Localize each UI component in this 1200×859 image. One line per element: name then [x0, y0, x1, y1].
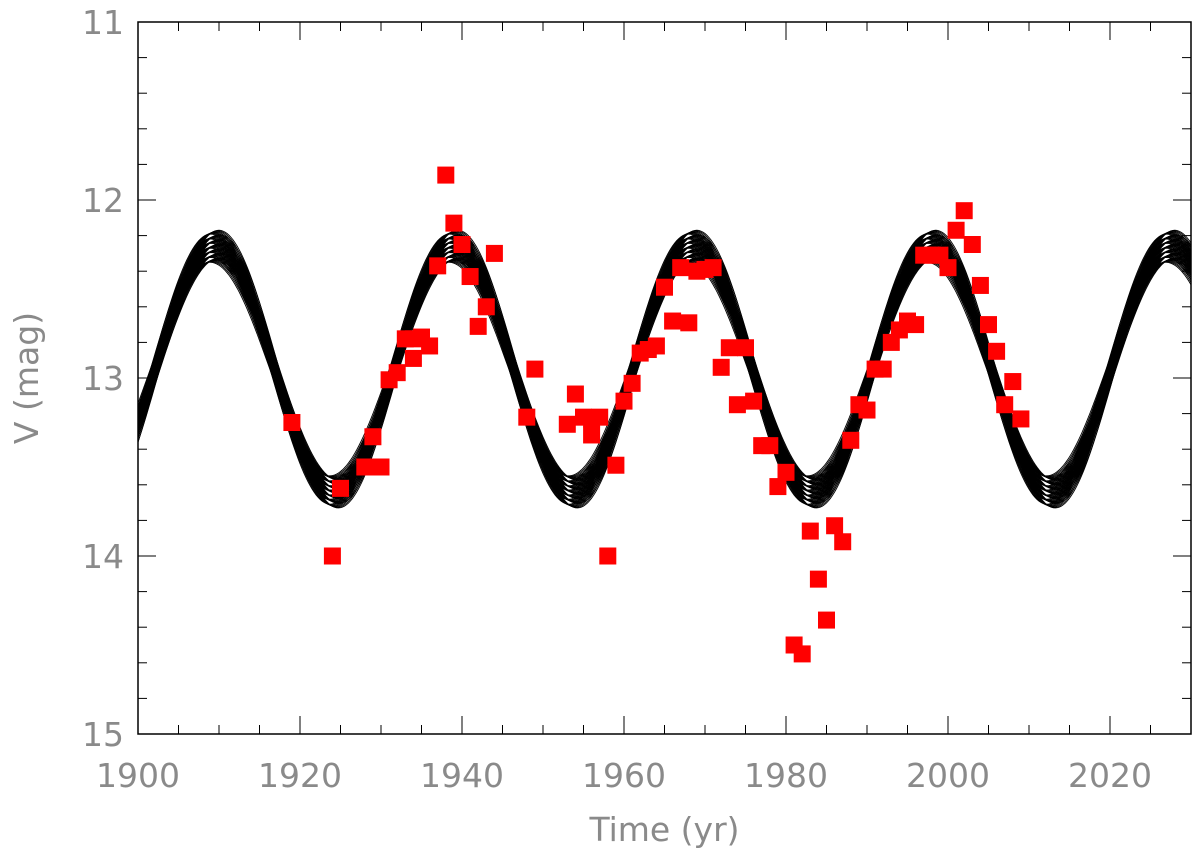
data-point-1 [323, 547, 341, 565]
data-point-74 [955, 202, 973, 220]
x-tick-label: 1900 [96, 756, 180, 795]
data-point-2 [332, 479, 349, 497]
data-point-59 [834, 533, 852, 551]
data-point-50 [761, 437, 779, 455]
data-point-11 [404, 349, 422, 367]
data-point-64 [874, 360, 892, 378]
data-point-17 [453, 236, 471, 253]
data-point-16 [445, 214, 463, 232]
data-points [283, 166, 1030, 663]
data-point-44 [712, 358, 730, 376]
data-point-14 [429, 257, 447, 275]
data-point-33 [623, 374, 641, 392]
data-point-76 [971, 276, 989, 294]
data-point-28 [583, 426, 601, 444]
x-tick-label: 2000 [906, 756, 990, 795]
data-point-68 [907, 316, 925, 334]
x-tick-label: 1960 [582, 756, 666, 795]
model-curve-59 [138, 229, 1191, 509]
data-point-38 [664, 312, 682, 330]
data-point-15 [437, 166, 455, 184]
model-curve-8 [138, 257, 1191, 481]
data-point-29 [591, 408, 609, 426]
y-tick-labels: 11 12 13 14 15 [82, 3, 124, 754]
data-point-18 [461, 268, 479, 286]
x-axis-title: Time (yr) [588, 810, 739, 849]
data-point-23 [526, 360, 544, 378]
data-point-0 [283, 414, 301, 431]
data-point-48 [745, 392, 763, 410]
data-point-81 [1012, 410, 1030, 428]
data-point-78 [988, 342, 1006, 360]
data-point-55 [801, 522, 819, 540]
y-tick-label: 12 [82, 181, 124, 220]
model-curves [138, 229, 1191, 509]
data-point-20 [477, 298, 495, 316]
y-tick-label: 11 [82, 3, 124, 42]
y-tick-label: 13 [82, 359, 124, 398]
model-curve-54 [138, 232, 1191, 506]
data-point-25 [566, 385, 584, 403]
data-point-4 [364, 428, 382, 446]
data-point-30 [599, 547, 617, 565]
data-point-39 [672, 259, 690, 277]
model-curve-58 [138, 230, 1191, 508]
data-point-75 [963, 236, 981, 253]
model-curve-53 [138, 233, 1191, 506]
plot-frame [137, 21, 1192, 735]
x-tick-label: 1980 [744, 756, 828, 795]
data-point-47 [737, 339, 754, 357]
data-point-22 [518, 408, 536, 426]
data-point-56 [809, 570, 827, 588]
data-point-8 [388, 364, 406, 382]
data-point-60 [842, 431, 860, 449]
data-point-80 [1004, 373, 1022, 391]
y-axis-title: V (mag) [7, 312, 46, 444]
data-point-57 [818, 611, 835, 629]
data-point-24 [558, 415, 576, 433]
data-point-77 [980, 316, 997, 334]
x-tick-label: 1920 [258, 756, 342, 795]
data-point-32 [615, 392, 633, 410]
data-point-52 [777, 463, 795, 481]
y-tick-label: 14 [82, 537, 124, 576]
data-point-43 [704, 259, 722, 277]
data-point-58 [826, 517, 844, 535]
data-point-37 [656, 278, 673, 296]
data-point-31 [607, 456, 625, 474]
model-curve-57 [138, 230, 1191, 508]
data-point-72 [939, 259, 957, 277]
data-point-40 [680, 314, 698, 332]
data-point-19 [469, 317, 487, 335]
data-point-54 [793, 645, 811, 663]
data-point-13 [421, 337, 439, 355]
data-point-6 [372, 458, 390, 476]
y-tick-label: 15 [82, 715, 124, 754]
data-point-21 [485, 244, 503, 262]
axis-ticks [137, 21, 1192, 735]
data-point-46 [728, 396, 746, 414]
model-curve-56 [138, 231, 1191, 507]
data-point-79 [996, 396, 1014, 414]
x-tick-label: 2020 [1068, 756, 1152, 795]
x-tick-label: 1940 [420, 756, 504, 795]
data-point-51 [769, 478, 787, 496]
data-point-36 [647, 337, 665, 355]
data-point-45 [720, 339, 738, 357]
model-curve-55 [138, 232, 1191, 507]
model-curve-52 [138, 233, 1191, 505]
data-point-62 [858, 401, 876, 419]
x-tick-labels: 1900 1920 1940 1960 1980 2000 2020 [96, 756, 1152, 795]
data-point-73 [947, 221, 965, 239]
